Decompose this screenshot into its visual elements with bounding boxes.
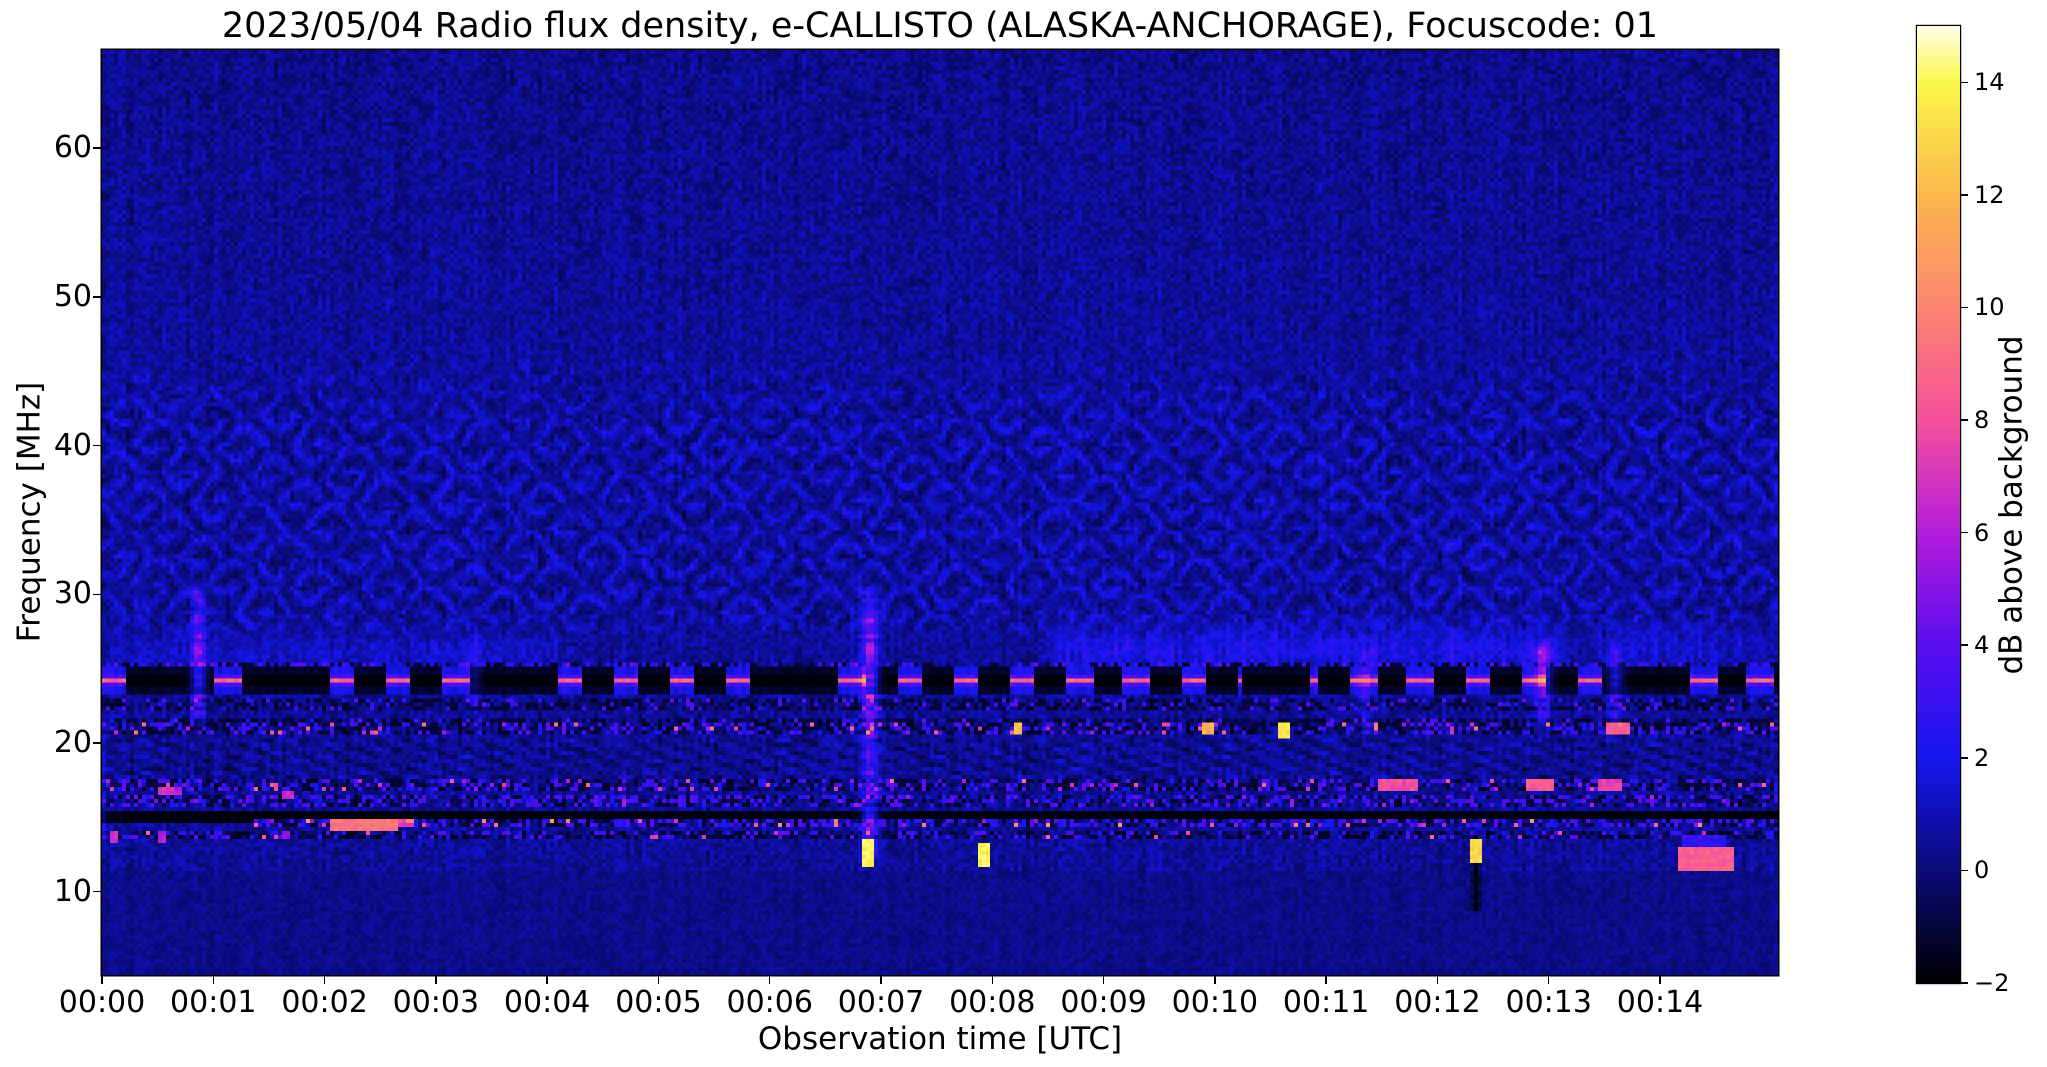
colorbar-tick-mark <box>1960 81 1968 84</box>
y-tick-label: 50 <box>53 278 92 314</box>
colorbar-tick-label: 2 <box>1974 743 1990 772</box>
x-tick-label: 00:09 <box>1060 985 1147 1020</box>
spectrogram-canvas <box>102 50 1778 975</box>
y-tick-label: 20 <box>53 725 92 760</box>
x-tick-label: 00:06 <box>726 985 813 1020</box>
colorbar-tick-label: 0 <box>1974 856 1990 885</box>
colorbar-tick-mark <box>1960 419 1968 421</box>
x-tick-label: 00:08 <box>949 985 1036 1020</box>
colorbar-tick-mark <box>1960 869 1968 872</box>
x-tick-mark <box>1214 975 1216 984</box>
x-tick-label: 00:07 <box>837 985 925 1020</box>
x-tick-label: 00:14 <box>1616 985 1704 1020</box>
spectrogram-plot-area <box>102 50 1778 975</box>
x-tick-label: 00:00 <box>58 985 146 1020</box>
colorbar-tick-label: 6 <box>1974 518 1990 547</box>
x-tick-label: 00:12 <box>1394 985 1481 1020</box>
x-tick-label: 00:03 <box>392 985 480 1020</box>
y-tick-mark <box>93 742 102 744</box>
x-tick-mark <box>101 975 103 984</box>
x-tick-label: 00:01 <box>170 985 257 1020</box>
x-tick-mark <box>1102 975 1105 984</box>
colorbar <box>1917 26 1960 983</box>
x-tick-mark <box>991 975 994 984</box>
y-tick-mark <box>93 147 102 149</box>
y-tick-label: 40 <box>53 427 92 463</box>
x-tick-mark <box>880 975 882 984</box>
x-tick-mark <box>323 975 326 984</box>
y-tick-mark <box>93 593 102 596</box>
x-tick-label: 00:05 <box>615 985 702 1020</box>
colorbar-tick-mark <box>1960 306 1968 309</box>
colorbar-tick-mark <box>1960 644 1968 646</box>
colorbar-tick-label: 4 <box>1974 631 1990 660</box>
colorbar-tick-mark <box>1960 982 1968 984</box>
colorbar-tick-label: 12 <box>1974 180 2005 209</box>
colorbar-tick-label: 10 <box>1974 293 2005 322</box>
x-tick-label: 00:13 <box>1505 985 1592 1020</box>
y-tick-label: 10 <box>53 873 92 909</box>
x-tick-label: 00:04 <box>503 985 591 1020</box>
x-tick-mark <box>1436 975 1439 984</box>
colorbar-tick-label: 8 <box>1974 406 1990 435</box>
colorbar-tick-mark <box>1960 531 1968 534</box>
x-tick-mark <box>212 975 215 984</box>
x-tick-label: 00:11 <box>1282 985 1370 1020</box>
x-tick-mark <box>768 975 771 984</box>
y-tick-label: 60 <box>53 130 92 166</box>
colorbar-label: dB above background <box>1993 335 2030 675</box>
chart-title: 2023/05/04 Radio flux density, e-CALLIST… <box>221 6 1659 46</box>
colorbar-tick-mark <box>1960 757 1968 759</box>
x-tick-mark <box>1325 975 1327 984</box>
x-tick-label: 00:10 <box>1171 985 1259 1020</box>
x-tick-mark <box>657 975 660 984</box>
x-tick-mark <box>1659 975 1661 984</box>
y-tick-label: 30 <box>53 576 92 612</box>
y-tick-mark <box>93 890 102 893</box>
colorbar-tick-label: −2 <box>1974 969 2010 997</box>
x-tick-label: 00:02 <box>281 985 368 1020</box>
colorbar-tick-mark <box>1960 194 1968 196</box>
y-tick-mark <box>93 444 102 447</box>
x-axis-label: Observation time [UTC] <box>757 1021 1123 1057</box>
x-tick-mark <box>1547 975 1550 984</box>
colorbar-tick-label: 14 <box>1974 68 2005 97</box>
y-tick-mark <box>93 296 102 298</box>
x-tick-mark <box>546 975 548 984</box>
x-tick-mark <box>435 975 437 984</box>
